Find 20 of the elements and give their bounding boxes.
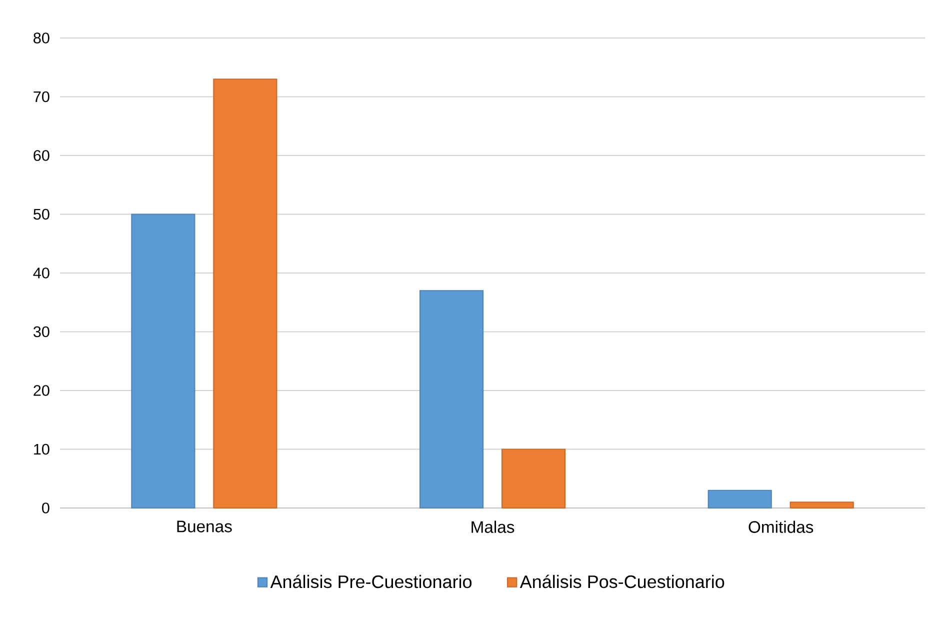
x-tick-label: Omitidas xyxy=(748,520,814,533)
bar xyxy=(131,214,196,509)
y-tick-label: 30 xyxy=(33,326,50,338)
y-tick-label: 10 xyxy=(34,444,50,455)
y-tick-label: 40 xyxy=(33,268,50,278)
bar xyxy=(419,290,484,509)
legend-label: Análisis Pre-Cuestionario xyxy=(270,574,472,588)
y-tick-label: 70 xyxy=(34,91,50,102)
x-tick-label: Malas xyxy=(472,520,514,533)
legend-label: Análisis Pos-Cuestionario xyxy=(520,574,724,588)
bar xyxy=(790,502,854,509)
bar xyxy=(213,78,278,509)
y-tick-label: 50 xyxy=(34,208,50,220)
x-tick-label: Buenas xyxy=(177,520,232,532)
y-tick-label: 20 xyxy=(34,385,50,396)
y-tick-label: 0 xyxy=(42,502,50,514)
y-tick-label: 60 xyxy=(34,150,50,161)
bar xyxy=(501,448,566,509)
y-tick-label: 80 xyxy=(34,32,50,44)
bar xyxy=(708,490,772,509)
